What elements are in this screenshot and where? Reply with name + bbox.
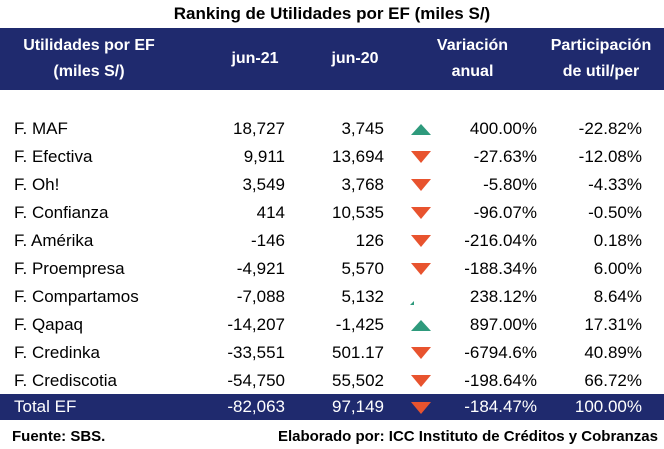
- row-jun20: 501.17: [332, 343, 384, 362]
- row-variacion: -216.04%: [464, 231, 537, 250]
- row-participacion: -0.50%: [588, 203, 642, 222]
- row-down-triangle-icon: [411, 375, 431, 387]
- row-jun20: 55,502: [332, 371, 384, 390]
- row-name: F. Credinka: [14, 343, 100, 362]
- row-down-triangle-icon: [411, 151, 431, 163]
- row-participacion: 17.31%: [584, 315, 642, 334]
- row-participacion: -4.33%: [588, 175, 642, 194]
- row-participacion: 66.72%: [584, 371, 642, 390]
- row-participacion: 8.64%: [593, 287, 642, 306]
- row-participacion: 40.89%: [584, 343, 642, 362]
- row-jun20: 10,535: [332, 203, 384, 222]
- header-participacion-line1: Participación: [550, 37, 652, 54]
- table-title: Ranking de Utilidades por EF (miles S/): [173, 4, 491, 23]
- row-variacion: -96.07%: [473, 203, 537, 222]
- footer-author: Elaborado por: ICC Instituto de Créditos…: [277, 428, 658, 445]
- total-name: Total EF: [14, 397, 77, 416]
- row-variacion: -188.34%: [464, 259, 537, 278]
- table-row: F. Oh! 3,549 3,768 -5.80% -4.33%: [0, 171, 664, 199]
- row-variacion: -6794.6%: [464, 343, 537, 362]
- row-variacion: -5.80%: [483, 175, 537, 194]
- table-row: F. Confianza 414 10,535 -96.07% -0.50%: [0, 199, 664, 227]
- total-variacion: -184.47%: [464, 397, 537, 416]
- row-jun21: -33,551: [227, 343, 285, 362]
- row-variacion: 897.00%: [469, 315, 537, 334]
- row-down-triangle-icon: [411, 347, 431, 359]
- header-participacion-line2: de util/per: [562, 63, 640, 80]
- table-row: F. Efectiva 9,911 13,694 -27.63% -12.08%: [0, 143, 664, 171]
- row-up-triangle-icon: [411, 124, 431, 135]
- row-jun20: 13,694: [332, 147, 384, 166]
- row-name: F. Crediscotia: [14, 371, 117, 390]
- footer-source: Fuente: SBS.: [12, 428, 106, 445]
- row-flat-marker-icon: [410, 301, 414, 305]
- total-down-triangle-icon: [411, 402, 431, 414]
- row-jun21: -4,921: [236, 259, 285, 278]
- row-variacion: 400.00%: [469, 119, 537, 138]
- row-jun21: 9,911: [243, 147, 285, 166]
- row-jun20: 5,570: [341, 259, 384, 278]
- header-entity: Utilidades por EF (miles S/): [0, 28, 178, 90]
- row-jun20: -1,425: [335, 315, 384, 334]
- row-participacion: -22.82%: [578, 119, 642, 138]
- row-jun21: -146: [250, 231, 285, 250]
- table-row: F. Amérika -146 126 -216.04% 0.18%: [0, 227, 664, 255]
- table-body: F. MAF 18,727 3,745 400.00% -22.82% F. Efecti…: [0, 115, 664, 395]
- table-row: F. MAF 18,727 3,745 400.00% -22.82%: [0, 115, 664, 143]
- row-jun21: -7,088: [236, 287, 285, 306]
- row-down-triangle-icon: [411, 235, 431, 247]
- header-entity-line2: (miles S/): [53, 63, 125, 80]
- row-jun21: 414: [256, 203, 285, 222]
- header-jun20: jun-20: [305, 28, 405, 90]
- header-jun21-label: jun-21: [231, 50, 279, 67]
- row-down-triangle-icon: [411, 263, 431, 275]
- row-name: F. Qapaq: [14, 315, 83, 334]
- row-name: F. Compartamos: [14, 287, 139, 306]
- row-jun20: 126: [355, 231, 384, 250]
- header-variacion-line2: anual: [451, 63, 494, 80]
- header-variacion: Variación anual: [420, 28, 525, 90]
- row-variacion: -27.63%: [473, 147, 537, 166]
- table-row: F. Qapaq -14,207 -1,425 897.00% 17.31%: [0, 311, 664, 339]
- row-jun20: 5,132: [341, 287, 384, 306]
- row-jun21: 3,549: [242, 175, 285, 194]
- table-header: Utilidades por EF (miles S/) jun-21 jun-…: [0, 28, 664, 90]
- header-variacion-line1: Variación: [436, 37, 509, 54]
- row-jun20: 3,768: [341, 175, 384, 194]
- row-participacion: 0.18%: [593, 231, 642, 250]
- table-row: F. Proempresa -4,921 5,570 -188.34% 6.00%: [0, 255, 664, 283]
- row-jun20: 3,745: [341, 119, 384, 138]
- table-row: F. Credinka -33,551 501.17 -6794.6% 40.89%: [0, 339, 664, 367]
- total-jun20: 97,149: [332, 397, 384, 416]
- row-jun21: -54,750: [227, 371, 285, 390]
- row-up-triangle-icon: [411, 320, 431, 331]
- header-jun21: jun-21: [205, 28, 305, 90]
- row-jun21: 18,727: [233, 119, 285, 138]
- row-down-triangle-icon: [411, 207, 431, 219]
- row-down-triangle-icon: [411, 179, 431, 191]
- row-variacion: 238.12%: [469, 287, 537, 306]
- row-name: F. Amérika: [14, 231, 94, 250]
- row-name: F. Oh!: [14, 175, 60, 194]
- total-participacion: 100.00%: [574, 397, 642, 416]
- total-row: Total EF -82,063 97,149 -184.47% 100.00%: [0, 394, 664, 420]
- table-row: F. Crediscotia -54,750 55,502 -198.64% 66.72…: [0, 367, 664, 395]
- row-participacion: 6.00%: [593, 259, 642, 278]
- header-entity-line1: Utilidades por EF: [23, 37, 155, 54]
- row-participacion: -12.08%: [578, 147, 642, 166]
- row-name: F. Proempresa: [14, 259, 125, 278]
- row-variacion: -198.64%: [464, 371, 537, 390]
- total-jun21: -82,063: [227, 397, 285, 416]
- header-jun20-label: jun-20: [331, 50, 379, 67]
- table-row: F. Compartamos -7,088 5,132 238.12% 8.64%: [0, 283, 664, 311]
- row-name: F. MAF: [14, 119, 68, 138]
- header-participacion: Participación de util/per: [538, 28, 664, 90]
- row-jun21: -14,207: [227, 315, 285, 334]
- row-name: F. Efectiva: [14, 147, 93, 166]
- row-name: F. Confianza: [14, 203, 109, 222]
